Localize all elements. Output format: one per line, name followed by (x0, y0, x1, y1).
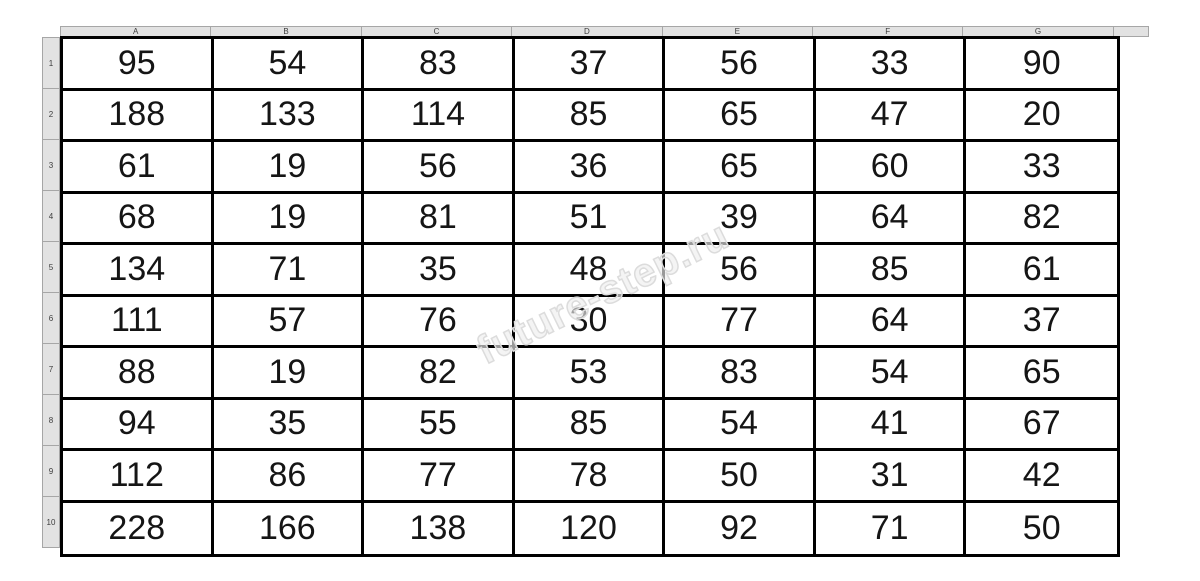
cell-B2[interactable]: 133 (213, 90, 365, 142)
cell-F1[interactable]: 33 (815, 39, 967, 91)
cell-C4[interactable]: 81 (364, 193, 515, 245)
row-header-9[interactable]: 9 (42, 445, 60, 497)
column-header-partial[interactable] (1112, 26, 1149, 37)
row-header-4[interactable]: 4 (42, 190, 60, 242)
row-header-6[interactable]: 6 (42, 292, 60, 344)
row-header-1[interactable]: 1 (42, 37, 60, 89)
cell-D7[interactable]: 53 (514, 348, 666, 400)
cell-D6[interactable]: 30 (514, 296, 666, 348)
cell-B3[interactable]: 19 (213, 142, 365, 194)
cell-F7[interactable]: 54 (815, 348, 967, 400)
cell-B8[interactable]: 35 (213, 399, 365, 451)
cell-G2[interactable]: 20 (966, 90, 1117, 142)
cell-E5[interactable]: 56 (665, 245, 816, 297)
cell-E3[interactable]: 65 (665, 142, 816, 194)
cell-B5[interactable]: 71 (213, 245, 365, 297)
row-header-3[interactable]: 3 (42, 139, 60, 191)
cell-D8[interactable]: 85 (514, 399, 666, 451)
cell-D9[interactable]: 78 (514, 451, 666, 503)
cell-E7[interactable]: 83 (665, 348, 816, 400)
cell-F9[interactable]: 31 (815, 451, 967, 503)
cell-F6[interactable]: 64 (815, 296, 967, 348)
row-header-8[interactable]: 8 (42, 394, 60, 446)
cell-A2[interactable]: 188 (63, 90, 214, 142)
cell-G3[interactable]: 33 (966, 142, 1117, 194)
cell-G9[interactable]: 42 (966, 451, 1117, 503)
cell-A8[interactable]: 94 (63, 399, 214, 451)
cell-B1[interactable]: 54 (213, 39, 365, 91)
cell-C5[interactable]: 35 (364, 245, 515, 297)
row-header-10[interactable]: 10 (42, 496, 60, 548)
cell-A3[interactable]: 61 (63, 142, 214, 194)
cell-F4[interactable]: 64 (815, 193, 967, 245)
cell-A7[interactable]: 88 (63, 348, 214, 400)
cell-B4[interactable]: 19 (213, 193, 365, 245)
cell-G5[interactable]: 61 (966, 245, 1117, 297)
cell-G6[interactable]: 37 (966, 296, 1117, 348)
cell-C3[interactable]: 56 (364, 142, 515, 194)
cell-A1[interactable]: 95 (63, 39, 214, 91)
cell-F8[interactable]: 41 (815, 399, 967, 451)
cell-C9[interactable]: 77 (364, 451, 515, 503)
cell-C8[interactable]: 55 (364, 399, 515, 451)
cell-D3[interactable]: 36 (514, 142, 666, 194)
cell-D5[interactable]: 48 (514, 245, 666, 297)
cell-B9[interactable]: 86 (213, 451, 365, 503)
cell-E9[interactable]: 50 (665, 451, 816, 503)
cell-F10[interactable]: 71 (815, 502, 967, 554)
cell-E4[interactable]: 39 (665, 193, 816, 245)
cell-F5[interactable]: 85 (815, 245, 967, 297)
cell-C1[interactable]: 83 (364, 39, 515, 91)
cell-A9[interactable]: 112 (63, 451, 214, 503)
cell-A4[interactable]: 68 (63, 193, 214, 245)
cell-C10[interactable]: 138 (364, 502, 515, 554)
cell-G8[interactable]: 67 (966, 399, 1117, 451)
cell-D1[interactable]: 37 (514, 39, 666, 91)
row-header-2[interactable]: 2 (42, 88, 60, 140)
cell-C2[interactable]: 114 (364, 90, 515, 142)
cell-D4[interactable]: 51 (514, 193, 666, 245)
cell-G1[interactable]: 90 (966, 39, 1117, 91)
cell-B7[interactable]: 19 (213, 348, 365, 400)
cell-B6[interactable]: 57 (213, 296, 365, 348)
data-grid: 95 54 83 37 56 33 90 188 133 114 85 65 47 20 61 19 56 36 6… (60, 36, 1120, 557)
cell-A5[interactable]: 134 (63, 245, 214, 297)
cell-C6[interactable]: 76 (364, 296, 515, 348)
cell-G10[interactable]: 50 (966, 502, 1117, 554)
cell-D10[interactable]: 120 (514, 502, 666, 554)
cell-D2[interactable]: 85 (514, 90, 666, 142)
cell-C7[interactable]: 82 (364, 348, 515, 400)
cell-F3[interactable]: 60 (815, 142, 967, 194)
cell-E1[interactable]: 56 (665, 39, 816, 91)
row-headers: 1 2 3 4 5 6 7 8 9 10 (42, 37, 60, 548)
cell-G4[interactable]: 82 (966, 193, 1117, 245)
row-header-5[interactable]: 5 (42, 241, 60, 293)
cell-E6[interactable]: 77 (665, 296, 816, 348)
cell-A10[interactable]: 228 (63, 502, 214, 554)
cell-A6[interactable]: 111 (63, 296, 214, 348)
cell-G7[interactable]: 65 (966, 348, 1117, 400)
row-header-7[interactable]: 7 (42, 343, 60, 395)
cell-E2[interactable]: 65 (665, 90, 816, 142)
cell-F2[interactable]: 47 (815, 90, 967, 142)
cell-B10[interactable]: 166 (213, 502, 365, 554)
cell-E10[interactable]: 92 (665, 502, 816, 554)
cell-E8[interactable]: 54 (665, 399, 816, 451)
